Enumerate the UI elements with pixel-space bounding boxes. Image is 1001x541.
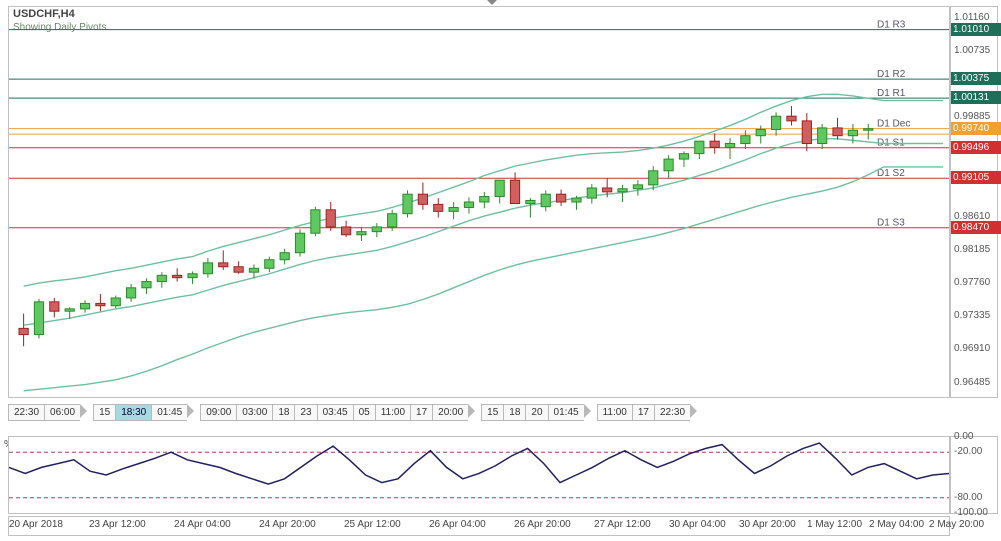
x-axis-label: 26 Apr 20:00 [514, 519, 571, 530]
x-axis-label: 24 Apr 20:00 [259, 519, 316, 530]
timeframe-chip[interactable]: 09:00 [200, 404, 236, 421]
indicator-tick: 0.00 [954, 431, 973, 442]
timeframe-group: 1518:3001:45 [93, 404, 194, 421]
svg-text:D1 S3: D1 S3 [877, 218, 905, 229]
timeframe-chip[interactable]: 18 [503, 404, 525, 421]
x-axis-label: 30 Apr 04:00 [669, 519, 726, 530]
timeframe-chip[interactable]: 06:00 [44, 404, 80, 421]
timeframe-chip[interactable]: 11:00 [597, 404, 632, 421]
x-axis-label: 23 Apr 12:00 [89, 519, 146, 530]
price-badge: 1.01010 [951, 23, 1001, 36]
indicator-tick: -80.00 [954, 492, 982, 503]
indicator-area[interactable] [8, 436, 950, 514]
chevron-right-icon [584, 404, 591, 418]
x-axis-label: 25 Apr 12:00 [344, 519, 401, 530]
price-tick: 0.97335 [954, 310, 990, 321]
timeframe-chip[interactable]: 22:30 [8, 404, 44, 421]
timeframe-chip[interactable]: 05 [353, 404, 375, 421]
price-badge: 0.99105 [951, 171, 1001, 184]
timeframe-chip[interactable]: 23 [294, 404, 316, 421]
x-axis-label: 2 May 20:00 [929, 519, 984, 530]
chart-container: USDCHF,H4 Showing Daily Pivots. D1 R3D1 … [0, 0, 1001, 541]
svg-text:D1 S2: D1 S2 [877, 168, 905, 179]
price-chart-area[interactable]: USDCHF,H4 Showing Daily Pivots. D1 R3D1 … [8, 6, 950, 398]
timeframe-chip[interactable]: 01:45 [151, 404, 187, 421]
price-badge: 0.99496 [951, 141, 1001, 154]
price-chart-svg: D1 R3D1 R2D1 R1D1 DecD1 S1D1 S2D1 S3 [9, 7, 949, 397]
price-tick: 0.96485 [954, 377, 990, 388]
timeframe-chip[interactable]: 17 [410, 404, 432, 421]
indicator-tick: -100.00 [954, 507, 988, 518]
price-tick: 1.00735 [954, 45, 990, 56]
chevron-right-icon [690, 404, 697, 418]
x-axis-label: 2 May 04:00 [869, 519, 924, 530]
timeframe-chip[interactable]: 15 [481, 404, 503, 421]
timeframe-chip[interactable]: 18:30 [115, 404, 151, 421]
price-badge: 1.00131 [951, 91, 1001, 104]
timeframe-group: 11:001722:30 [597, 404, 697, 421]
x-axis-label: 30 Apr 20:00 [739, 519, 796, 530]
svg-text:D1 R1: D1 R1 [877, 88, 906, 99]
timeframe-group: 09:0003:00182303:450511:001720:00 [200, 404, 475, 421]
timeframe-group: 15182001:45 [481, 404, 590, 421]
timeframe-chip[interactable]: 17 [632, 404, 654, 421]
x-axis-label: 24 Apr 04:00 [174, 519, 231, 530]
chevron-right-icon [80, 404, 87, 418]
timeframe-group: 22:3006:00 [8, 404, 87, 421]
svg-text:D1 R3: D1 R3 [877, 20, 906, 31]
x-axis: 20 Apr 2018 23 Apr 12:00 24 Apr 04:00 24 Ap… [8, 516, 950, 536]
x-axis-label: 1 May 12:00 [807, 519, 862, 530]
timeframe-chip[interactable]: 01:45 [548, 404, 584, 421]
price-tick: 0.96910 [954, 343, 990, 354]
timeframe-chip[interactable]: 20:00 [432, 404, 468, 421]
timeframe-chip[interactable]: 03:45 [317, 404, 353, 421]
chevron-right-icon [468, 404, 475, 418]
indicator-svg [9, 437, 949, 513]
price-tick: 0.97760 [954, 277, 990, 288]
x-axis-label: 26 Apr 04:00 [429, 519, 486, 530]
timeframe-chip[interactable]: 15 [93, 404, 115, 421]
price-axis: 1.011601.007350.998850.986100.981850.977… [950, 6, 998, 398]
indicator-tick: -20.00 [954, 446, 982, 457]
timeframe-chip[interactable]: 11:00 [375, 404, 410, 421]
price-badge: 0.99740 [951, 122, 1001, 135]
timeframe-chip[interactable]: 18 [272, 404, 294, 421]
chevron-right-icon [187, 404, 194, 418]
dropdown-arrow-icon[interactable] [482, 0, 502, 5]
price-badge: 1.00375 [951, 72, 1001, 85]
svg-text:D1 Dec: D1 Dec [877, 119, 910, 130]
indicator-axis: 0.00-20.00-80.00-100.00 [950, 436, 998, 514]
timeframe-chip[interactable]: 20 [525, 404, 547, 421]
svg-text:D1 R2: D1 R2 [877, 69, 906, 80]
timeframe-chip[interactable]: 22:30 [654, 404, 690, 421]
price-tick: 0.98185 [954, 244, 990, 255]
timeframe-row: 22:3006:001518:3001:4509:0003:00182303:4… [8, 404, 948, 428]
x-axis-label: 20 Apr 2018 [9, 519, 63, 530]
timeframe-chip[interactable]: 03:00 [236, 404, 272, 421]
price-tick: 1.01160 [954, 12, 989, 23]
x-axis-label: 27 Apr 12:00 [594, 519, 651, 530]
price-badge: 0.98470 [951, 221, 1001, 234]
